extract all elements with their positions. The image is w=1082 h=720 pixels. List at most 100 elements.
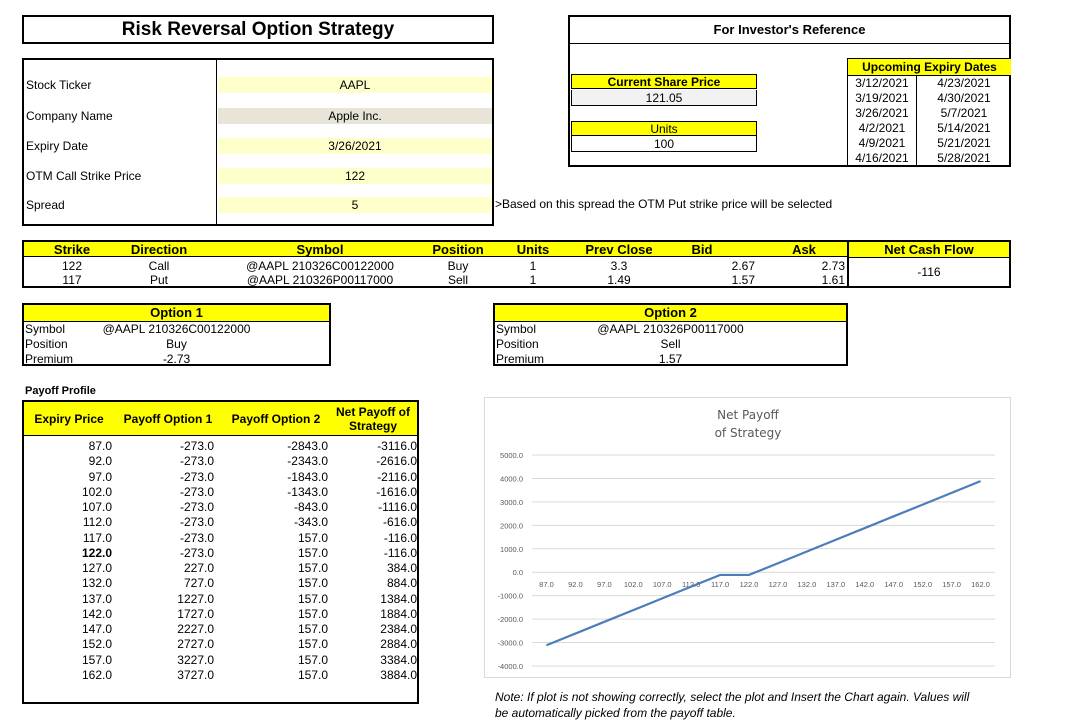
y-tick-label: -1000.0: [498, 592, 523, 601]
option-row: 1.57 Premium: [495, 352, 846, 367]
x-tick-label: 147.0: [884, 580, 903, 589]
payoff-row: 92.0 -273.0 -2343.0 -2616.0: [24, 454, 417, 469]
payoff-cell: -273.0: [179, 484, 214, 499]
y-tick-label: 2000.0: [500, 521, 523, 530]
x-tick-label: 117.0: [711, 580, 729, 589]
expiry-column: 4/23/2021 4/30/2021 5/7/2021 5/14/2021 5/21/…: [916, 76, 1011, 166]
payoff-row: 107.0 -273.0 -843.0 -1116.0: [24, 500, 417, 515]
payoff-cell: -843.0: [293, 500, 328, 514]
x-tick-label: 87.0: [539, 580, 554, 589]
input-value[interactable]: 3/26/2021: [218, 138, 492, 154]
payoff-cell: 157.0: [297, 606, 328, 621]
payoff-cell: 157.0: [297, 591, 328, 606]
payoff-cell: -3116.0: [377, 439, 417, 453]
payoff-row: 147.0 2227.0 157.0 2384.0: [24, 622, 417, 637]
payoff-cell: 152.0: [81, 637, 112, 652]
option-value: @AAPL 210326C00122000: [102, 322, 251, 336]
payoff-cell: 227.0: [183, 561, 214, 575]
trade-cell: Buy: [447, 259, 469, 273]
y-tick-label: -2000.0: [498, 615, 523, 624]
net-cash-flow-value: -116: [917, 265, 941, 279]
chart-title: Net Payoff: [717, 408, 779, 422]
x-tick-label: 112.0: [682, 580, 700, 589]
input-value[interactable]: 122: [218, 168, 492, 184]
input-value[interactable]: Apple Inc.: [218, 108, 492, 124]
payoff-row: 112.0 -273.0 -343.0 -616.0: [24, 515, 417, 530]
expiry-dates-header: Upcoming Expiry Dates: [848, 58, 1011, 76]
option-2-panel: Option 2 @AAPL 210326P00117000 Symbol Sell P…: [493, 303, 848, 366]
payoff-cell: -2843.0: [287, 439, 328, 453]
payoff-cell: 142.0: [81, 606, 112, 621]
payoff-header: Expiry Price Payoff Option 1 Payoff Opti…: [24, 402, 417, 436]
payoff-cell: 157.0: [81, 652, 112, 667]
y-tick-label: 3000.0: [500, 498, 523, 507]
payoff-row: 132.0 727.0 157.0 884.0: [24, 576, 417, 591]
trade-cell: 1: [529, 259, 537, 273]
payoff-cell: -273.0: [179, 469, 214, 484]
payoff-cell: -2616.0: [376, 454, 417, 469]
x-tick-label: 97.0: [597, 580, 612, 589]
payoff-cell: 727.0: [183, 576, 214, 591]
payoff-cell: -273.0: [179, 530, 214, 545]
units-value[interactable]: 100: [571, 136, 757, 152]
payoff-cell: -273.0: [179, 545, 214, 560]
payoff-row: 152.0 2727.0 157.0 2884.0: [24, 637, 417, 652]
option-value: Buy: [166, 337, 187, 351]
spread-note: >Based on this spread the OTM Put strike…: [495, 197, 833, 211]
payoff-cell: 157.0: [297, 530, 328, 545]
investor-reference-panel: For Investor's Reference Current Share P…: [568, 15, 1011, 167]
expiry-date: 3/19/2021: [855, 91, 909, 105]
expiry-date: 4/16/2021: [855, 151, 909, 165]
trade-cell: 122: [61, 259, 83, 273]
expiry-date: 4/23/2021: [937, 76, 991, 90]
payoff-cell: 1727.0: [177, 606, 214, 621]
chart-title: of Strategy: [715, 426, 782, 440]
option-1-panel: Option 1 @AAPL 210326C00122000 Symbol Buy Po…: [22, 303, 331, 366]
net-cash-flow-cell: Net Cash Flow -116: [847, 242, 1009, 286]
x-tick-label: 162.0: [971, 580, 990, 589]
x-tick-label: 142.0: [855, 580, 874, 589]
option-label: Position: [25, 337, 68, 351]
payoff-cell: 157.0: [297, 652, 328, 667]
x-tick-label: 132.0: [798, 580, 817, 589]
payoff-cell: 92.0: [88, 454, 112, 469]
x-tick-label: 107.0: [653, 580, 672, 589]
x-tick-label: 152.0: [913, 580, 932, 589]
share-price-value[interactable]: 121.05: [571, 90, 757, 106]
option-label: Premium: [25, 352, 74, 366]
expiry-date: 4/2/2021: [858, 121, 906, 135]
expiry-dates: Upcoming Expiry Dates 3/12/2021 3/19/2021…: [847, 58, 1011, 167]
trade-table: Net Cash Flow -116 Strike Direction Symbol…: [22, 240, 1011, 288]
trade-header: Bid: [691, 242, 713, 257]
input-value[interactable]: 5: [218, 197, 492, 213]
divider: [216, 60, 217, 224]
payoff-cell: 147.0: [81, 622, 112, 636]
y-tick-label: -4000.0: [498, 662, 523, 671]
net-payoff-chart[interactable]: Net Payoff of Strategy 5000.0 4000.0 3000.0 2…: [484, 397, 1011, 678]
payoff-cell: 122.0: [81, 545, 112, 560]
option-row: @AAPL 210326P00117000 Symbol: [495, 322, 846, 337]
trade-cell: Sell: [447, 273, 468, 287]
option-title: Option 2: [495, 305, 846, 322]
payoff-cell: 157.0: [297, 637, 328, 652]
payoff-cell: 3227.0: [177, 652, 214, 667]
x-tick-label: 122.0: [740, 580, 759, 589]
input-value[interactable]: AAPL: [218, 77, 492, 93]
trade-header: Ask: [792, 242, 816, 257]
expiry-date: 3/12/2021: [855, 76, 909, 90]
x-tick-label: 92.0: [568, 580, 583, 589]
input-label: OTM Call Strike Price: [26, 169, 142, 183]
x-tick-label: 137.0: [826, 580, 845, 589]
y-tick-label: 4000.0: [500, 474, 523, 483]
payoff-row: 117.0 -273.0 157.0 -116.0: [24, 531, 417, 546]
payoff-cell: 157.0: [297, 622, 328, 636]
payoff-cell: 3727.0: [177, 667, 214, 682]
col-net-payoff: Net Payoff of Strategy: [335, 404, 410, 433]
payoff-cell: -343.0: [293, 515, 328, 530]
trade-cell: 3.3: [610, 259, 628, 273]
trade-cell: 1: [529, 273, 537, 287]
expiry-date: 5/7/2021: [940, 106, 988, 120]
payoff-cell: -2343.0: [287, 454, 328, 469]
expiry-date: 3/26/2021: [855, 106, 909, 120]
payoff-row: 127.0 227.0 157.0 384.0: [24, 561, 417, 576]
